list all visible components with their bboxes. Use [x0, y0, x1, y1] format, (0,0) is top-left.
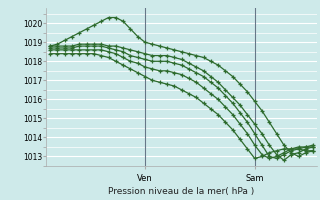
X-axis label: Pression niveau de la mer( hPa ): Pression niveau de la mer( hPa ) [108, 187, 255, 196]
